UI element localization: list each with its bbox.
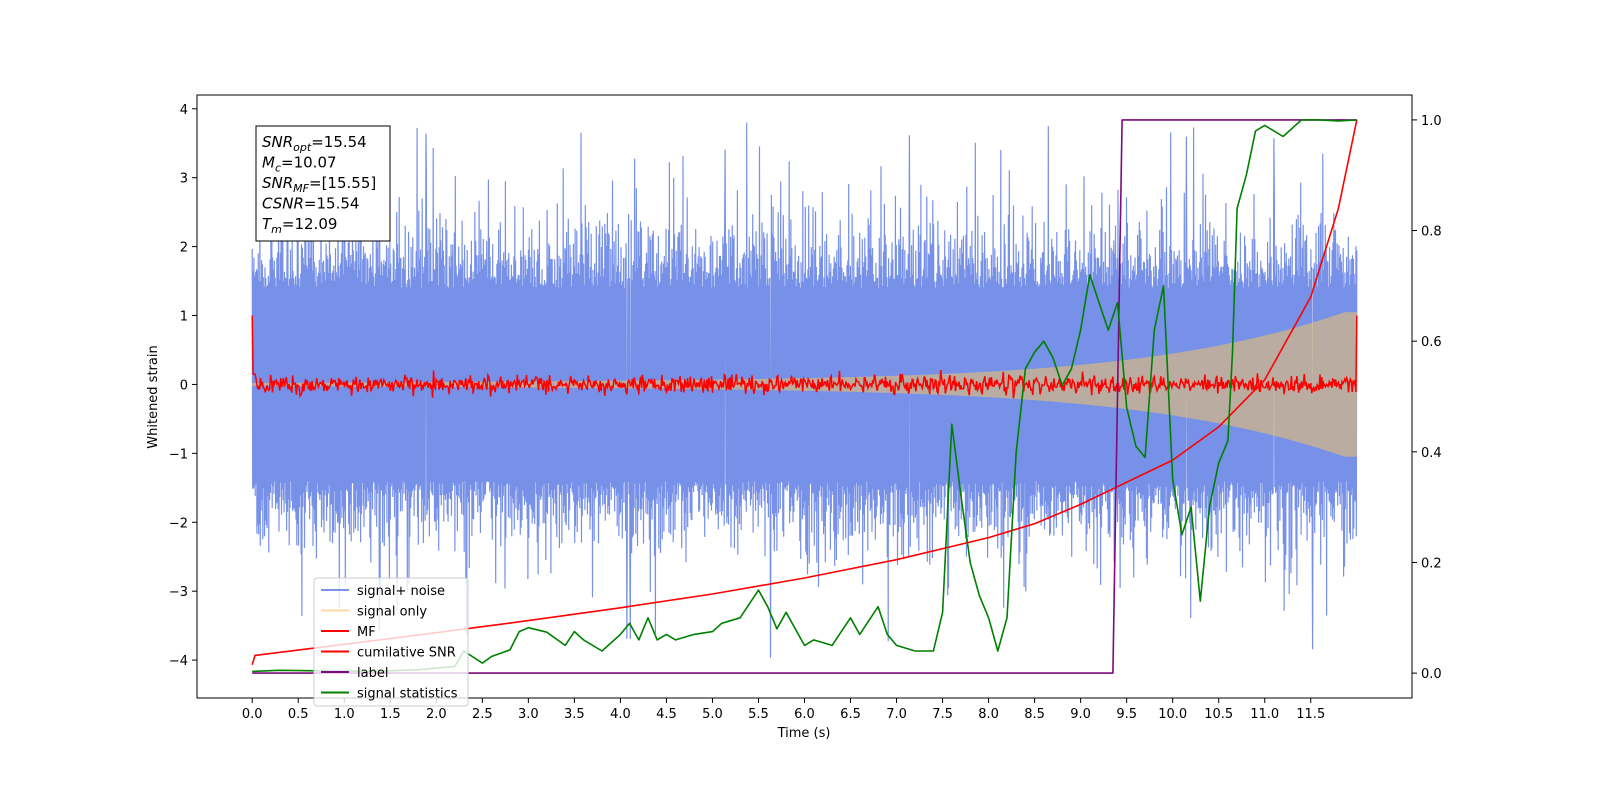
x-tick-label: 10.0: [1158, 707, 1187, 722]
legend-label: signal+ noise: [357, 584, 445, 599]
y-tick-label: −1: [169, 447, 188, 462]
y2-tick-label: 0.6: [1421, 335, 1442, 350]
y-tick-label: 3: [180, 172, 188, 187]
x-tick-label: 5.0: [702, 707, 723, 722]
x-tick-label: 9.0: [1070, 707, 1091, 722]
x-tick-label: 0.0: [242, 707, 263, 722]
annotation-box: SNRopt=15.54Mc=10.07SNRMF=[15.55]CSNR=15…: [255, 125, 391, 242]
annotation-line: SNRopt=15.54: [262, 133, 367, 154]
y-axis-label: Whitened strain: [146, 345, 161, 448]
legend-label: signal statistics: [357, 687, 458, 702]
y2-tick-label: 0.2: [1421, 556, 1442, 571]
x-tick-label: 1.0: [334, 707, 355, 722]
x-axis-label: Time (s): [777, 726, 831, 741]
legend-label: signal only: [357, 605, 427, 620]
x-tick-label: 8.5: [1024, 707, 1045, 722]
annotation-var: T: [262, 215, 273, 233]
x-tick-label: 3.5: [564, 707, 585, 722]
annotation-value: =12.09: [282, 215, 338, 233]
annotation-line: Mc=10.07: [262, 154, 337, 175]
x-tick-label: 2.0: [426, 707, 447, 722]
legend-label: label: [357, 666, 388, 681]
y-tick-label: 0: [180, 378, 188, 393]
legend: signal+ noise signal only MF cumilative SNR…: [313, 577, 469, 707]
annotation-value: =[15.55]: [309, 174, 376, 192]
annotation-frame: [255, 125, 391, 242]
x-tick-label: 0.5: [288, 707, 309, 722]
x-tick-label: 5.5: [748, 707, 769, 722]
x-tick-label: 4.5: [656, 707, 677, 722]
x-tick-label: 7.0: [886, 707, 907, 722]
axes-layer: 0.0 0.5 1.0 1.5 2.0 2.5 3.0 3.5 4.0 4.5 5.0 5.5 6.0 6…: [169, 103, 1442, 722]
x-tick-label: 10.5: [1204, 707, 1233, 722]
annotation-value: =15.54: [311, 133, 367, 151]
annotation-sub: opt: [293, 141, 312, 154]
annotation-var: CSNR: [262, 195, 304, 213]
x-tick-label: 4.0: [610, 707, 631, 722]
series-label: [252, 119, 1357, 674]
annotation-line: Tm=12.09: [262, 215, 337, 236]
annotation-sub: MF: [293, 182, 309, 195]
x-tick-label: 11.5: [1296, 707, 1325, 722]
series-signal-statistics: [252, 119, 1357, 673]
x-tick-label: 3.0: [518, 707, 539, 722]
x-tick-label: 8.0: [978, 707, 999, 722]
y-tick-label: −4: [169, 654, 188, 669]
y2-tick-label: 1.0: [1421, 114, 1442, 129]
y-tick-label: 2: [180, 241, 188, 256]
x-tick-label: 9.5: [1116, 707, 1137, 722]
x-tick-label: 2.5: [472, 707, 493, 722]
annotation-var: SNR: [262, 133, 293, 151]
y-tick-label: 1: [180, 310, 188, 325]
legend-label: cumilative SNR: [357, 646, 456, 661]
annotation-value: =10.07: [281, 154, 337, 172]
annotation-sub: m: [271, 223, 282, 236]
y2-tick-label: 0.4: [1421, 446, 1442, 461]
x-tick-label: 1.5: [380, 707, 401, 722]
legend-frame: [313, 577, 469, 707]
y-tick-label: 4: [180, 103, 188, 118]
y-tick-label: −3: [169, 585, 188, 600]
x-tick-label: 11.0: [1250, 707, 1279, 722]
annotation-value: =15.54: [304, 195, 360, 213]
y2-tick-label: 0.0: [1421, 667, 1442, 682]
annotation-var: M: [262, 154, 275, 172]
annotation-line: SNRMF=[15.55]: [262, 174, 376, 195]
x-tick-label: 7.5: [932, 707, 953, 722]
annotation-line: CSNR=15.54: [262, 195, 359, 213]
y-tick-label: −2: [169, 516, 188, 531]
x-tick-label: 6.0: [794, 707, 815, 722]
series-mf: [251, 315, 1358, 399]
series-signal-noise: [251, 122, 1358, 658]
annotation-var: SNR: [262, 174, 293, 192]
y2-tick-label: 0.8: [1421, 225, 1442, 240]
legend-label: MF: [357, 625, 376, 640]
annotation-sub: c: [275, 162, 281, 175]
x-tick-label: 6.5: [840, 707, 861, 722]
